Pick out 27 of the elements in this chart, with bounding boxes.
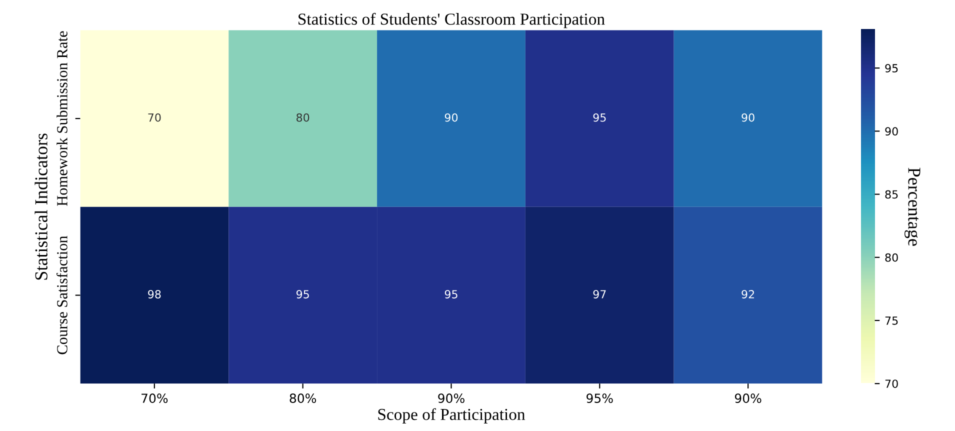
color-bar-label: 75 [885, 316, 898, 325]
y-tick-label: Course Satisfaction [56, 236, 68, 354]
x-tick-label: 90% [734, 394, 762, 403]
color-bar-label: 95 [885, 64, 898, 72]
data-label: 70 [148, 113, 161, 122]
data-label: 92 [742, 290, 754, 298]
data-label: 95 [593, 113, 606, 122]
y-tick-label: Homework Submission Rate [56, 31, 68, 206]
color-bar-label: 80 [885, 253, 898, 262]
x-axis-title: Scope of Participation [378, 408, 526, 424]
color-bar-title: Percentage [904, 168, 920, 246]
data-label: 90 [444, 113, 458, 122]
chart-title: Statistics of Students' Classroom Participation [298, 12, 605, 28]
y-axis-title: Statistical Indicators [34, 134, 48, 280]
x-tick-label: 95% [586, 394, 613, 403]
color-bar-label: 90 [885, 127, 898, 136]
data-label: 97 [593, 290, 606, 298]
data-label: 95 [296, 290, 309, 298]
color-bar-label: 70 [885, 380, 898, 388]
data-label: 80 [296, 113, 310, 122]
data-label: 90 [742, 113, 754, 122]
x-tick-label: 80% [290, 394, 316, 403]
color-bar-label: 85 [885, 190, 898, 199]
data-label: 95 [444, 290, 458, 298]
x-tick-label: 90% [438, 394, 464, 403]
data-label: 98 [148, 290, 161, 298]
x-tick-label: 70% [142, 394, 168, 403]
